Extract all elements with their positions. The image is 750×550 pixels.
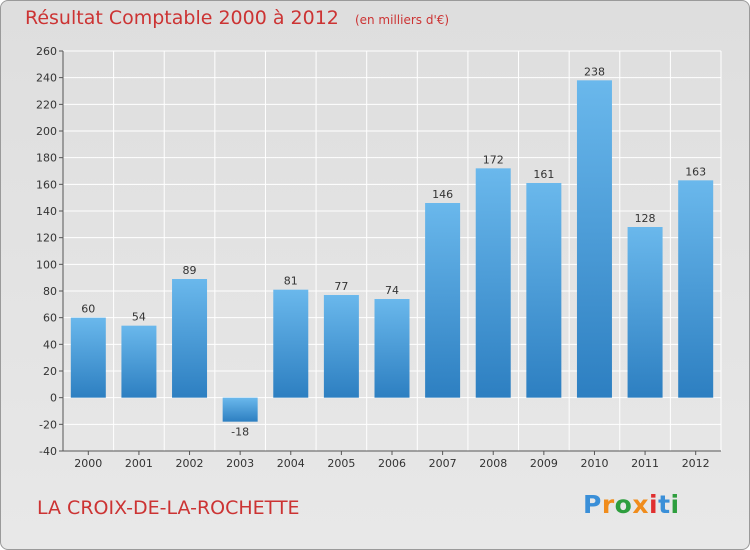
y-tick-label: 220 xyxy=(36,98,57,111)
data-label: 172 xyxy=(483,153,504,166)
bar xyxy=(121,325,157,398)
x-tick-label: 2004 xyxy=(277,457,305,470)
chart-title-text: Résultat Comptable 2000 à 2012 xyxy=(25,7,339,29)
logo-letter: x xyxy=(632,490,649,519)
y-tick-label: 200 xyxy=(36,125,57,138)
proxiti-logo: Proxiti xyxy=(583,490,680,519)
x-tick-label: 2008 xyxy=(479,457,507,470)
logo-letter: P xyxy=(583,490,602,519)
y-tick-label: 240 xyxy=(36,72,57,85)
data-label: 54 xyxy=(132,311,146,324)
data-label: 89 xyxy=(183,264,197,277)
x-tick-label: 2006 xyxy=(378,457,406,470)
data-label: 74 xyxy=(385,284,399,297)
axes xyxy=(59,50,721,455)
x-tick-label: 2005 xyxy=(327,457,355,470)
data-label: 163 xyxy=(685,165,706,178)
y-tick-label: 260 xyxy=(36,45,57,58)
y-tick-label: 60 xyxy=(43,312,57,325)
y-tick-label: 120 xyxy=(36,232,57,245)
y-tick-label: -40 xyxy=(39,445,57,458)
bar xyxy=(70,317,106,398)
tick-labels: -40 -20 0 20 40 60 80 100 120 140 160 180 200 220 240 2… xyxy=(36,45,710,470)
bar xyxy=(172,279,208,398)
x-tick-label: 2000 xyxy=(74,457,102,470)
y-tick-label: 40 xyxy=(43,338,57,351)
x-tick-label: 2007 xyxy=(429,457,457,470)
data-labels: 60 54 89 -18 81 77 74 146 172 161 238 128 163 xyxy=(81,65,706,438)
x-tick-label: 2012 xyxy=(682,457,710,470)
bar xyxy=(323,295,359,398)
logo-letter: o xyxy=(614,490,633,519)
data-label: 238 xyxy=(584,65,605,78)
data-label: 128 xyxy=(635,212,656,225)
y-tick-label: 0 xyxy=(50,392,57,405)
logo-letter: i xyxy=(670,490,680,519)
x-tick-label: 2011 xyxy=(631,457,659,470)
bar xyxy=(678,180,714,398)
x-tick-label: 2003 xyxy=(226,457,254,470)
data-label: 146 xyxy=(432,188,453,201)
bar xyxy=(576,80,612,398)
data-label: 161 xyxy=(533,168,554,181)
bar xyxy=(627,227,663,398)
bar xyxy=(526,183,562,398)
chart-subtitle: (en milliers d'€) xyxy=(354,13,450,27)
logo-letter: i xyxy=(649,490,659,519)
y-tick-label: 20 xyxy=(43,365,57,378)
data-label: -18 xyxy=(231,426,249,439)
chart-title: Résultat Comptable 2000 à 2012 (en milli… xyxy=(25,7,449,29)
x-tick-label: 2010 xyxy=(580,457,608,470)
data-label: 77 xyxy=(334,280,348,293)
data-label: 60 xyxy=(81,303,95,316)
x-tick-label: 2002 xyxy=(176,457,204,470)
bar xyxy=(475,168,511,398)
x-tick-label: 2009 xyxy=(530,457,558,470)
bars xyxy=(70,80,714,422)
y-tick-label: 80 xyxy=(43,285,57,298)
bar xyxy=(222,397,258,422)
y-tick-label: 160 xyxy=(36,178,57,191)
commune-name: LA CROIX-DE-LA-ROCHETTE xyxy=(37,497,300,519)
logo-letter: r xyxy=(601,490,615,519)
y-tick-label: 100 xyxy=(36,258,57,271)
bar xyxy=(273,289,309,398)
y-tick-label: 180 xyxy=(36,152,57,165)
logo-letter: t xyxy=(658,490,671,519)
bar xyxy=(374,299,410,398)
y-tick-label: -20 xyxy=(39,418,57,431)
data-label: 81 xyxy=(284,275,298,288)
y-tick-label: 140 xyxy=(36,205,57,218)
bar xyxy=(425,203,461,398)
x-tick-label: 2001 xyxy=(125,457,153,470)
